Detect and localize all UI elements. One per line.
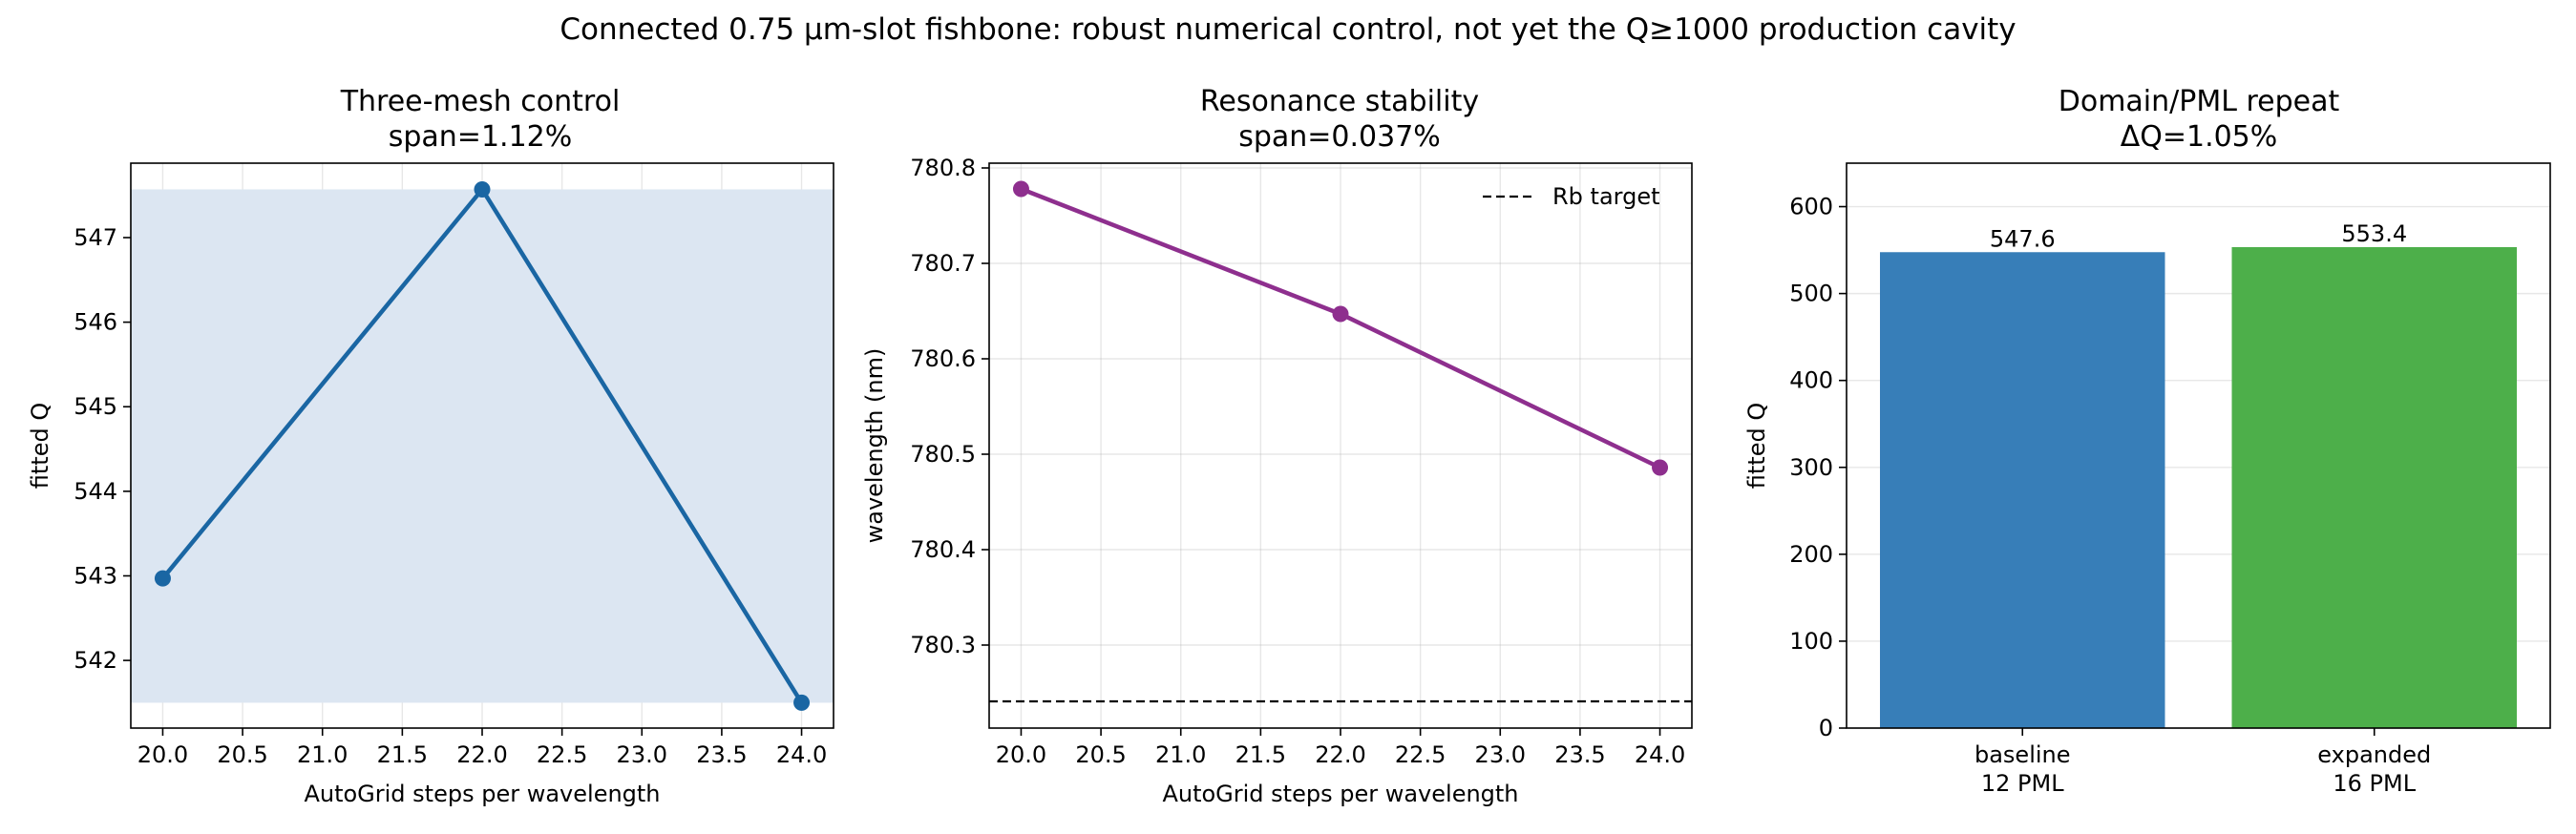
panel-mesh-y-ticks: 542 543 544 545 546 547 <box>74 224 131 674</box>
panel-mesh-title-line1: Three-mesh control <box>340 85 621 118</box>
x-tick-label: 23.5 <box>696 741 747 768</box>
y-tick-label: 780.4 <box>910 536 976 563</box>
x-tick-label: 24.0 <box>1635 741 1685 768</box>
y-tick-label: 544 <box>74 478 117 505</box>
x-tick-label: 22.0 <box>1315 741 1365 768</box>
y-tick-label: 546 <box>74 309 117 336</box>
data-point <box>1332 305 1349 323</box>
y-tick-label: 400 <box>1789 367 1833 394</box>
panel-resonance-title-line2: span=0.037% <box>1238 120 1441 154</box>
panel-mesh-points <box>154 180 811 711</box>
panel-mesh-range-band <box>131 189 834 703</box>
panel-mesh-xlabel: AutoGrid steps per wavelength <box>304 781 660 807</box>
data-point <box>1012 180 1029 198</box>
panel-mesh-title-line2: span=1.12% <box>389 120 573 154</box>
x-tick-label: 23.0 <box>617 741 667 768</box>
y-tick-label: 780.6 <box>910 345 976 372</box>
bar-expanded <box>2231 246 2517 728</box>
x-tick-label: 23.5 <box>1554 741 1605 768</box>
y-tick-label: 300 <box>1789 454 1833 481</box>
panel-resonance-points <box>1012 180 1669 476</box>
x-tick-label: 23.0 <box>1475 741 1526 768</box>
y-tick-label: 545 <box>74 393 117 420</box>
x-tick-label-line1: expanded <box>2317 741 2431 768</box>
y-tick-label: 542 <box>74 647 117 674</box>
panel-resonance-legend: Rb target <box>1483 183 1660 210</box>
panel-pml-y-ticks: 0 100 200 300 400 500 600 <box>1789 194 1847 741</box>
y-tick-label: 547 <box>74 224 117 251</box>
y-tick-label: 780.8 <box>910 155 976 181</box>
y-tick-label: 780.3 <box>910 632 976 658</box>
panel-pml-title-line2: ΔQ=1.05% <box>2121 120 2278 154</box>
y-tick-label: 600 <box>1789 194 1833 220</box>
x-tick-label: 20.5 <box>217 741 267 768</box>
panel-resonance-xlabel: AutoGrid steps per wavelength <box>1162 781 1518 807</box>
x-tick-label: 22.5 <box>537 741 587 768</box>
x-tick-label: 20.5 <box>1075 741 1126 768</box>
x-tick-label: 22.5 <box>1395 741 1446 768</box>
y-tick-label: 543 <box>74 562 117 589</box>
y-tick-label: 780.5 <box>910 441 976 468</box>
y-tick-label: 100 <box>1789 628 1833 655</box>
x-tick-label-line2: 16 PML <box>2333 770 2416 797</box>
panel-resonance-stability: Resonance stability span=0.037% Rb targe… <box>861 85 1693 807</box>
bar-value-label: 553.4 <box>2341 220 2407 247</box>
panel-pml-ylabel: fitted Q <box>1743 403 1770 489</box>
x-tick-label: 21.5 <box>377 741 428 768</box>
x-tick-label-line2: 12 PML <box>1981 770 2064 797</box>
data-point <box>154 570 171 587</box>
y-tick-label: 780.7 <box>910 250 976 277</box>
panel-pml-frame <box>1846 162 2551 729</box>
y-tick-label: 0 <box>1819 715 1833 741</box>
y-tick-label: 500 <box>1789 281 1833 307</box>
panel-pml-bars: 547.6 553.4 <box>1880 220 2517 728</box>
x-tick-label: 20.0 <box>137 741 188 768</box>
data-point <box>793 694 811 711</box>
panel-resonance-title-line1: Resonance stability <box>1200 85 1479 118</box>
panel-resonance-y-ticks: 780.3 780.4 780.5 780.6 780.7 780.8 <box>910 155 989 658</box>
x-tick-label: 20.0 <box>996 741 1046 768</box>
data-point <box>1652 459 1669 476</box>
bar-baseline <box>1880 252 2165 728</box>
bar-value-label: 547.6 <box>1990 225 2056 252</box>
x-tick-label-line1: baseline <box>1974 741 2071 768</box>
x-tick-label: 21.0 <box>1155 741 1206 768</box>
figure-suptitle: Connected 0.75 µm-slot fishbone: robust … <box>560 12 2016 47</box>
panel-mesh-ylabel: fitted Q <box>27 403 53 489</box>
x-tick-label: 21.5 <box>1235 741 1286 768</box>
y-tick-label: 200 <box>1789 541 1833 568</box>
panel-mesh-x-ticks: 20.0 20.5 21.0 21.5 22.0 22.5 23.0 23.5 24.0 <box>137 728 827 768</box>
x-tick-label: 21.0 <box>297 741 348 768</box>
x-tick-label: 24.0 <box>776 741 827 768</box>
panel-domain-pml: Domain/PML repeat ΔQ=1.05% 547.6 553.4 ba… <box>1743 85 2551 797</box>
x-tick-label: 22.0 <box>456 741 507 768</box>
legend-target-label: Rb target <box>1552 183 1660 210</box>
panel-pml-title-line1: Domain/PML repeat <box>2059 85 2340 118</box>
data-point <box>474 180 491 198</box>
panel-resonance-ylabel: wavelength (nm) <box>861 348 888 544</box>
panel-resonance-x-ticks: 20.0 20.5 21.0 21.5 22.0 22.5 23.0 23.5 24.0 <box>996 728 1685 768</box>
panel-resonance-grid <box>989 163 1692 728</box>
panel-mesh-control: Three-mesh control span=1.12% 20.0 20.5 21… <box>27 85 834 807</box>
